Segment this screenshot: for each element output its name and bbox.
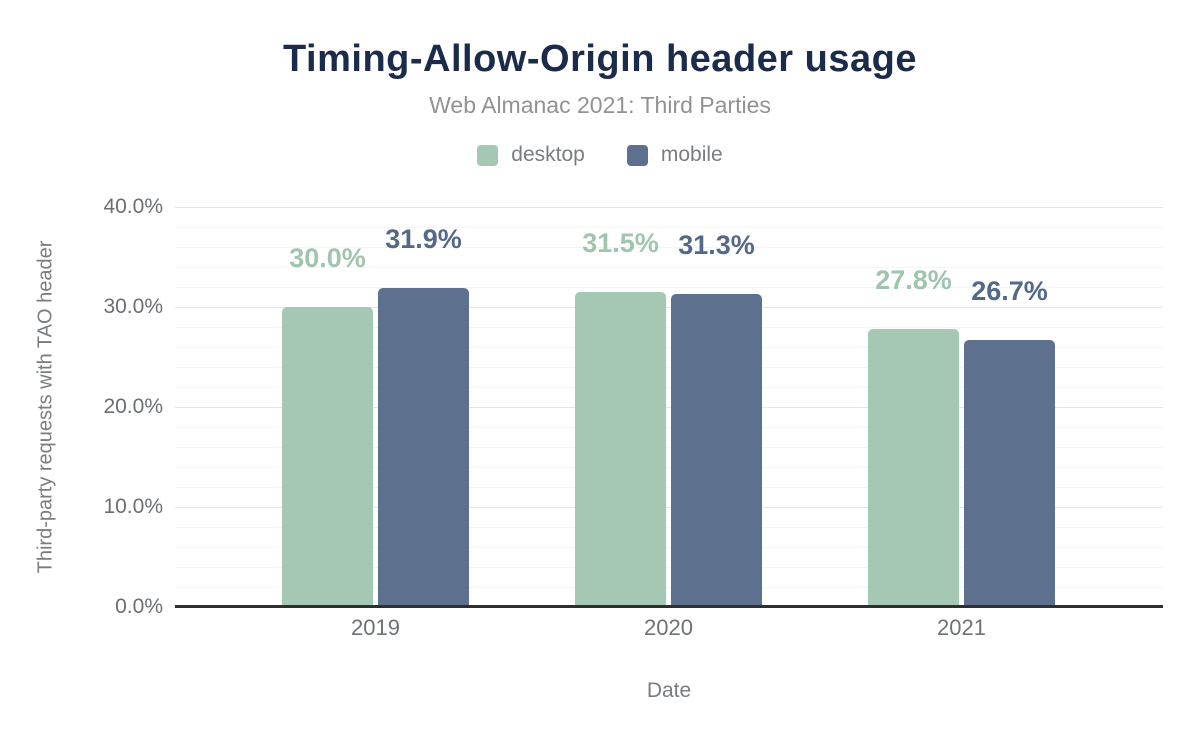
legend-item-desktop: desktop: [477, 143, 585, 167]
data-label-desktop-2021: 27.8%: [875, 265, 952, 295]
x-tick-label-2019: 2019: [351, 615, 400, 640]
bar-group-2021: 27.8% 26.7%: [868, 207, 1055, 607]
gridline-minor: [175, 387, 1163, 388]
x-tick-label-2020: 2020: [644, 615, 693, 640]
plot-area: 30.0% 31.9% 31.5% 31.3% 27.8% 26.7%: [175, 207, 1163, 607]
data-label-mobile-2020: 31.3%: [678, 230, 755, 260]
y-tick-label-0: 0.0%: [115, 595, 163, 618]
gridline-minor: [175, 467, 1163, 468]
bar-mobile-2021[interactable]: [964, 340, 1055, 607]
y-tick-label-30: 30.0%: [103, 295, 163, 318]
gridline-minor: [175, 227, 1163, 228]
bar-mobile-2019[interactable]: [378, 288, 469, 607]
legend-swatch-mobile: [626, 144, 648, 166]
y-tick-label-40: 40.0%: [103, 195, 163, 218]
chart-subtitle: Web Almanac 2021: Third Parties: [429, 92, 771, 118]
legend-swatch-desktop: [477, 144, 499, 166]
data-label-desktop-2020: 31.5%: [582, 228, 659, 258]
x-tick-label-2021: 2021: [937, 615, 986, 640]
gridline-major: [175, 407, 1163, 408]
legend-label-mobile: mobile: [660, 143, 723, 166]
gridline-major: [175, 307, 1163, 308]
gridline-minor: [175, 267, 1163, 268]
data-label-mobile-2021: 26.7%: [971, 276, 1048, 306]
gridline-minor: [175, 447, 1163, 448]
bar-group-2020: 31.5% 31.3%: [575, 207, 762, 607]
bar-group-2019: 30.0% 31.9%: [282, 207, 469, 607]
gridline-minor: [175, 587, 1163, 588]
bar-mobile-2020[interactable]: [671, 294, 762, 607]
gridline-minor: [175, 547, 1163, 548]
gridline-minor: [175, 347, 1163, 348]
bar-desktop-2019[interactable]: [282, 307, 373, 607]
gridline-minor: [175, 327, 1163, 328]
gridline-minor: [175, 487, 1163, 488]
gridline-major: [175, 207, 1163, 208]
legend-item-mobile: mobile: [626, 143, 723, 167]
data-label-mobile-2019: 31.9%: [385, 224, 462, 254]
chart-title: Timing-Allow-Origin header usage: [283, 38, 917, 80]
gridline-minor: [175, 567, 1163, 568]
gridline-minor: [175, 527, 1163, 528]
gridline-major: [175, 507, 1163, 508]
gridline-minor: [175, 287, 1163, 288]
gridline-minor: [175, 247, 1163, 248]
bar-desktop-2021[interactable]: [868, 329, 959, 607]
y-tick-label-20: 20.0%: [103, 395, 163, 418]
x-axis-line: [175, 605, 1163, 608]
chart-legend: desktop mobile: [0, 143, 1200, 167]
bar-desktop-2020[interactable]: [575, 292, 666, 607]
legend-label-desktop: desktop: [511, 143, 585, 166]
gridline-minor: [175, 427, 1163, 428]
y-tick-label-10: 10.0%: [103, 495, 163, 518]
gridline-minor: [175, 367, 1163, 368]
x-axis-title: Date: [646, 679, 692, 702]
data-label-desktop-2019: 30.0%: [289, 243, 366, 273]
